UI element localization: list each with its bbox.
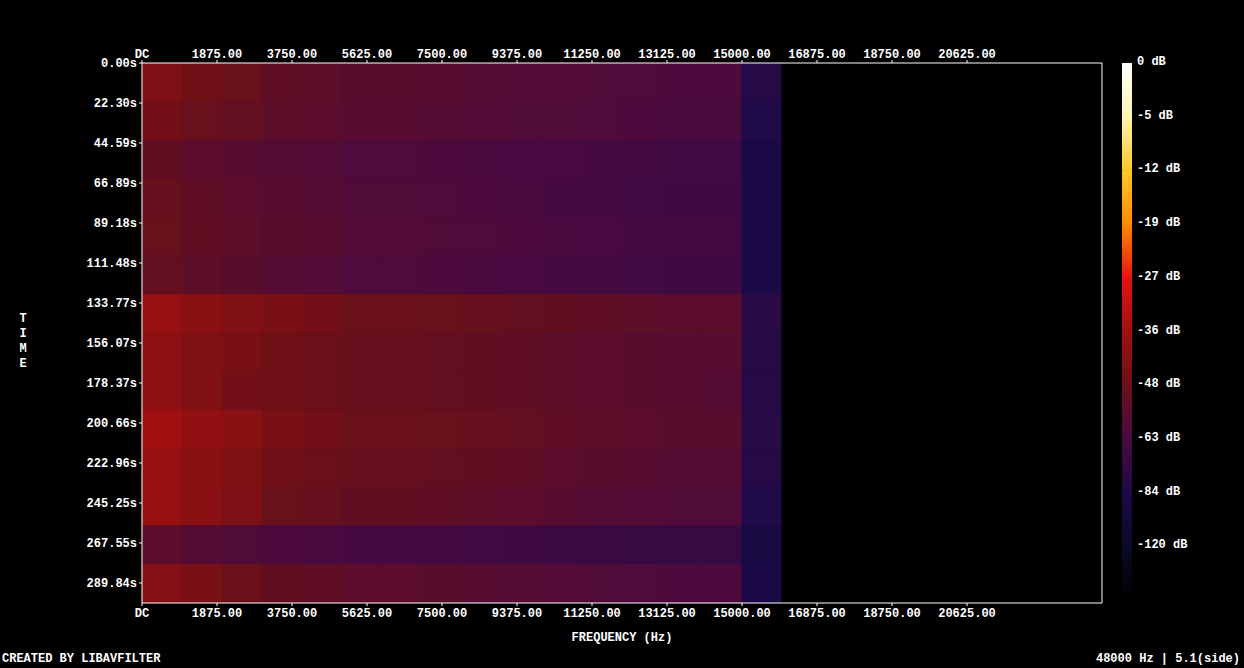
svg-text:222.96s: 222.96s <box>87 457 137 471</box>
svg-text:16875.00: 16875.00 <box>788 607 846 621</box>
svg-text:0.00s: 0.00s <box>101 57 137 71</box>
svg-text:16875.00: 16875.00 <box>788 48 846 62</box>
svg-text:245.25s: 245.25s <box>87 497 137 511</box>
html-text:-36 dB: -36 dB <box>1137 323 1181 338</box>
svg-text:9375.00: 9375.00 <box>492 48 542 62</box>
svg-text:267.55s: 267.55s <box>87 537 137 551</box>
html-text:-48 dB: -48 dB <box>1137 377 1181 392</box>
html-text:-12 dB: -12 dB <box>1137 162 1181 177</box>
svg-text:89.18s: 89.18s <box>94 217 137 231</box>
svg-text:9375.00: 9375.00 <box>492 607 542 621</box>
html-text:-19 dB: -19 dB <box>1137 216 1181 231</box>
svg-text:20625.00: 20625.00 <box>938 607 996 621</box>
svg-text:66.89s: 66.89s <box>94 177 137 191</box>
svg-text:13125.00: 13125.00 <box>638 48 696 62</box>
svg-text:156.07s: 156.07s <box>87 337 137 351</box>
svg-text:3750.00: 3750.00 <box>267 607 317 621</box>
html-text:-5 dB: -5 dB <box>1137 108 1173 123</box>
svg-text:DC: DC <box>134 48 150 62</box>
svg-text:13125.00: 13125.00 <box>638 607 696 621</box>
svg-text:15000.00: 15000.00 <box>713 48 771 62</box>
svg-text:133.77s: 133.77s <box>87 297 137 311</box>
svg-text:1875.00: 1875.00 <box>192 48 242 62</box>
svg-text:200.66s: 200.66s <box>87 417 137 431</box>
svg-text:111.48s: 111.48s <box>87 257 137 271</box>
svg-text:7500.00: 7500.00 <box>417 607 467 621</box>
html-text:FREQUENCY (Hz): FREQUENCY (Hz) <box>571 631 673 645</box>
html-text:-84 dB: -84 dB <box>1137 484 1181 499</box>
svg-text:15000.00: 15000.00 <box>713 607 771 621</box>
svg-text:3750.00: 3750.00 <box>267 48 317 62</box>
svg-text:5625.00: 5625.00 <box>342 607 392 621</box>
svg-text:1875.00: 1875.00 <box>192 607 242 621</box>
svg-text:20625.00: 20625.00 <box>938 48 996 62</box>
svg-text:7500.00: 7500.00 <box>417 48 467 62</box>
svg-text:178.37s: 178.37s <box>87 377 137 391</box>
html-text:48000 Hz | 5.1(side): 48000 Hz | 5.1(side) <box>1096 652 1240 666</box>
html-text:-27 dB: -27 dB <box>1137 269 1181 284</box>
html-text:0 dB: 0 dB <box>1137 55 1166 69</box>
html-text:-120 dB: -120 dB <box>1137 538 1188 553</box>
html-text:-63 dB: -63 dB <box>1137 430 1181 445</box>
svg-text:11250.00: 11250.00 <box>563 48 621 62</box>
html-text:CREATED BY LIBAVFILTER: CREATED BY LIBAVFILTER <box>2 652 161 666</box>
svg-text:5625.00: 5625.00 <box>342 48 392 62</box>
svg-text:44.59s: 44.59s <box>94 137 137 151</box>
svg-text:18750.00: 18750.00 <box>863 48 921 62</box>
svg-text:289.84s: 289.84s <box>87 577 137 591</box>
svg-text:11250.00: 11250.00 <box>563 607 621 621</box>
svg-text:18750.00: 18750.00 <box>863 607 921 621</box>
svg-text:22.30s: 22.30s <box>94 97 137 111</box>
html-text:TIME: TIME <box>16 312 30 372</box>
svg-text:DC: DC <box>135 607 149 621</box>
